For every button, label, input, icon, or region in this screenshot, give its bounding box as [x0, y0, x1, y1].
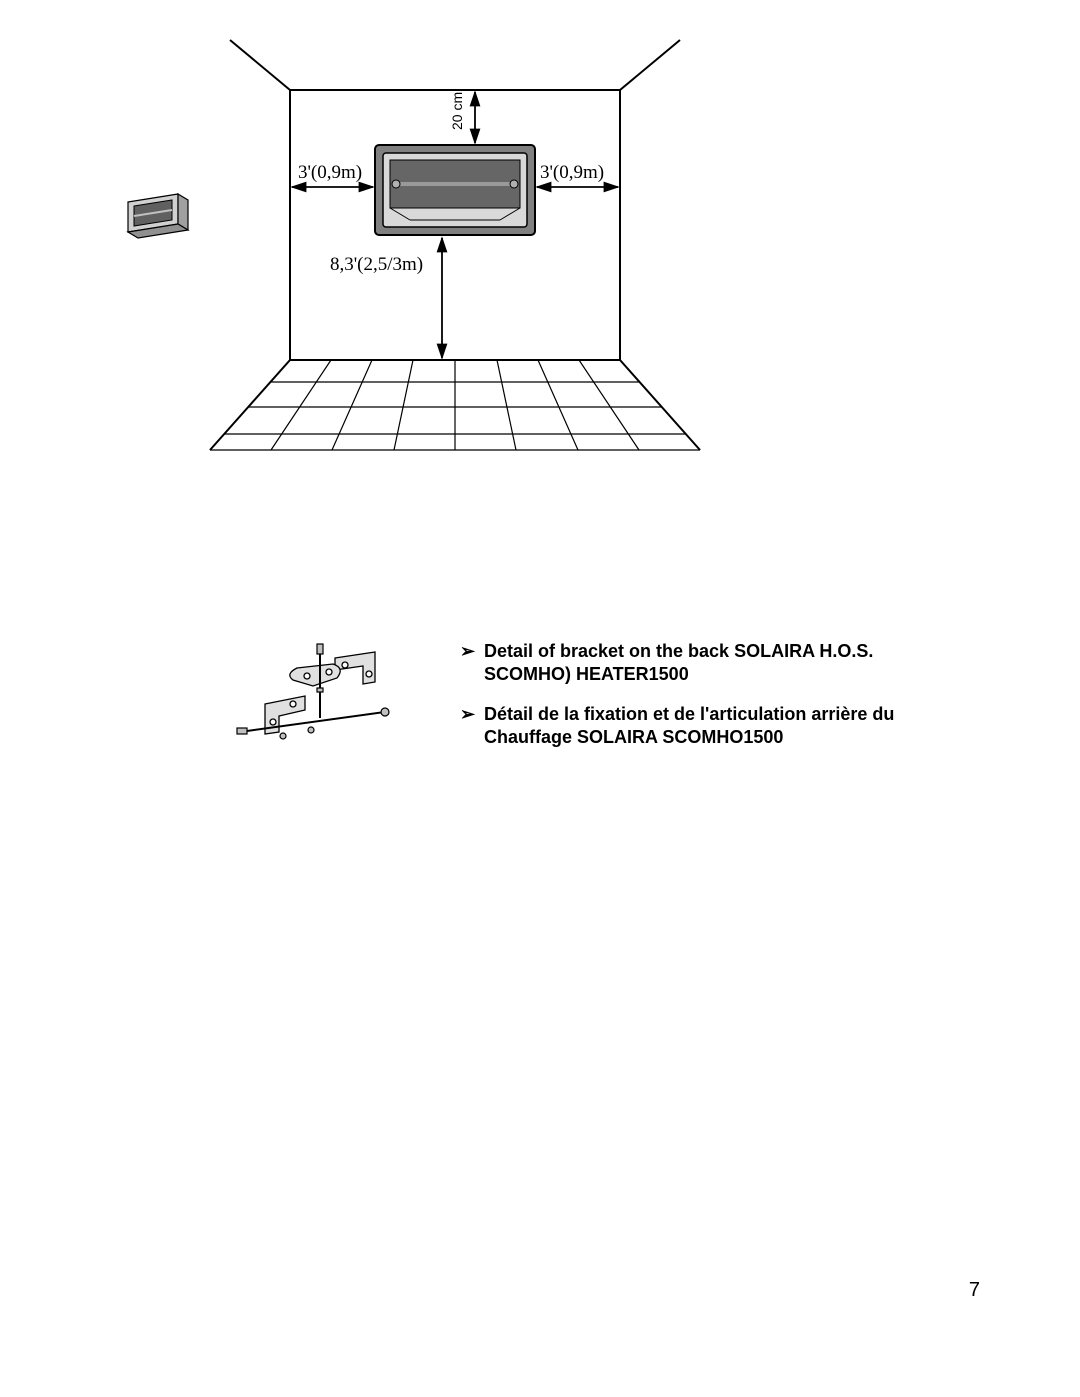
caption-en-text: Detail of bracket on the back SOLAIRA H.…: [484, 640, 930, 685]
ceiling-clearance-label: 20 cm: [449, 92, 465, 130]
left-clearance-label: 3'(0,9m): [298, 162, 362, 183]
room-clearance-diagram: 20 cm 3'(0,9m) 3'(0,9m) 8,3'(2,5/3m): [120, 30, 840, 470]
bracket-detail-illustration: [235, 640, 405, 770]
caption-en: ➢ Detail of bracket on the back SOLAIRA …: [460, 640, 930, 685]
bullet-arrow-icon: ➢: [460, 640, 484, 685]
caption-fr-text: Détail de la fixation et de l'articulati…: [484, 703, 930, 748]
page-number: 7: [969, 1279, 980, 1302]
caption-fr: ➢ Détail de la fixation et de l'articula…: [460, 703, 930, 748]
bracket-caption-list: ➢ Detail of bracket on the back SOLAIRA …: [460, 640, 930, 766]
bullet-arrow-icon: ➢: [460, 703, 484, 748]
wall-heater: [375, 145, 535, 235]
right-clearance-label: 3'(0,9m): [540, 162, 604, 183]
page: 20 cm 3'(0,9m) 3'(0,9m) 8,3'(2,5/3m): [0, 0, 1080, 1397]
height-label: 8,3'(2,5/3m): [330, 254, 423, 275]
